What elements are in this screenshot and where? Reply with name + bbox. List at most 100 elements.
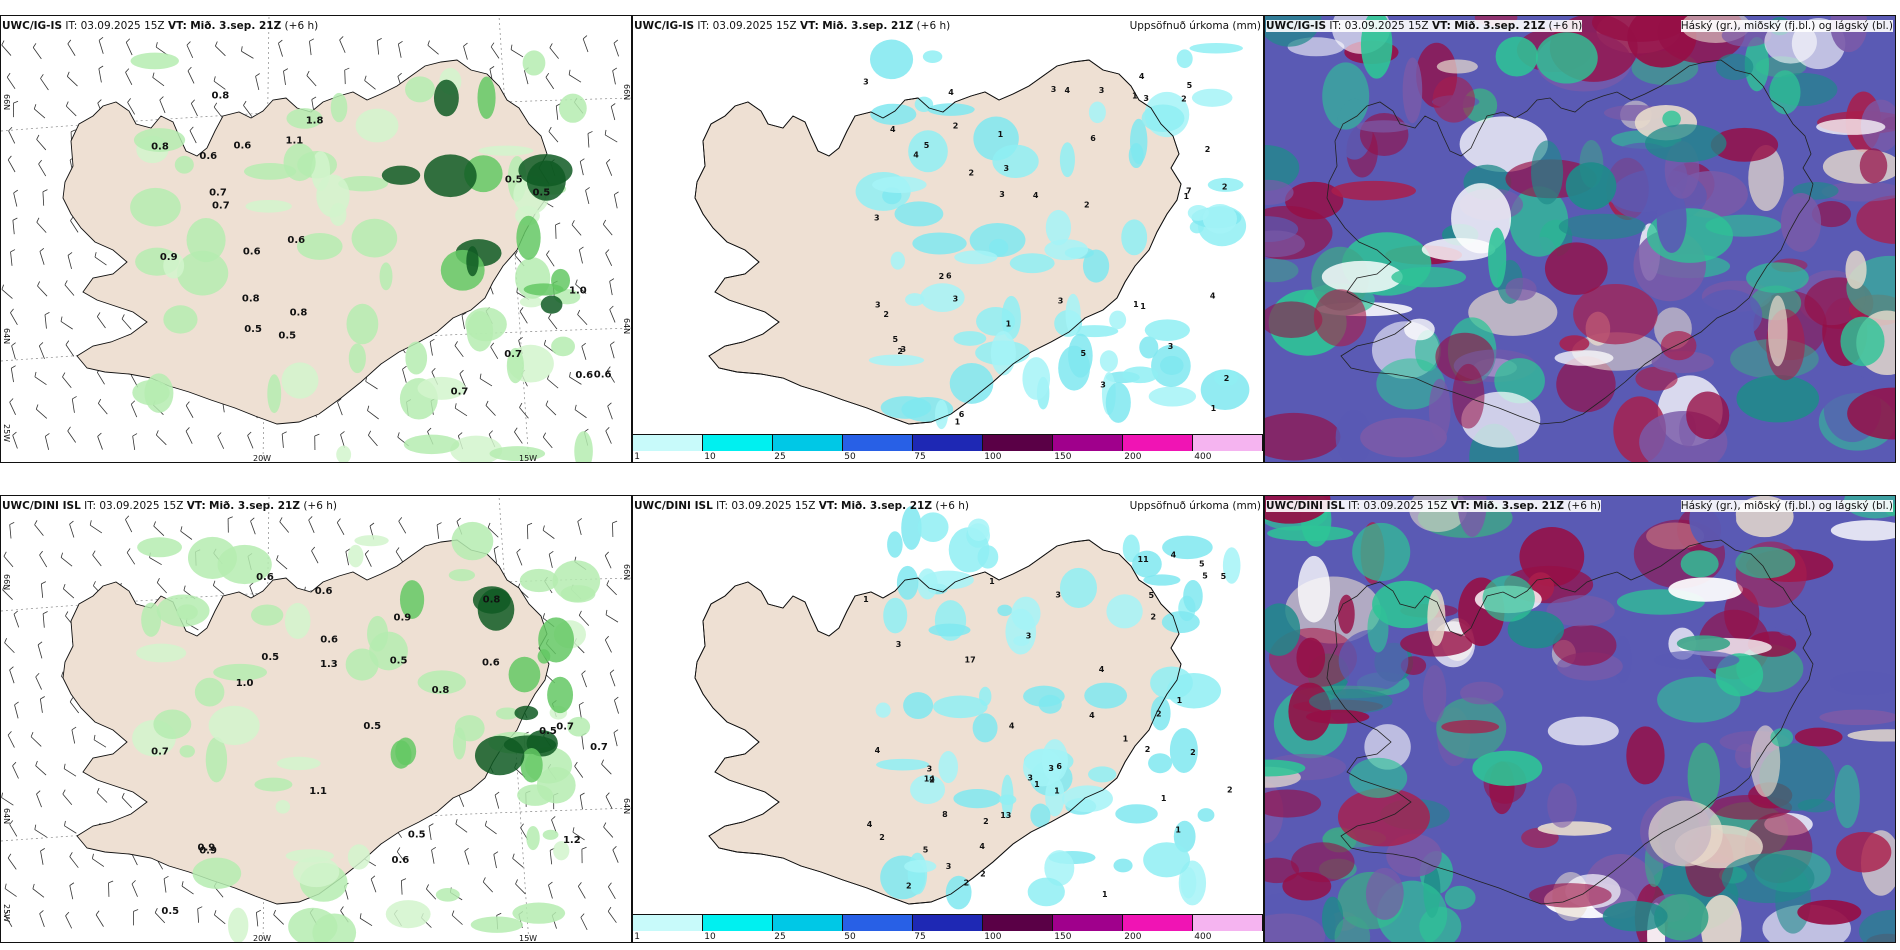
value-label: 1.1	[285, 135, 303, 146]
lon-label-15w: 15W	[519, 934, 538, 943]
value-label: 1.1	[309, 786, 327, 797]
lat-label-66-right: 66N	[622, 84, 631, 101]
panel-title: UWC/IG-IS IT: 03.09.2025 15Z VT: Mið. 3.…	[634, 20, 951, 32]
value-label: 2	[1224, 374, 1230, 383]
value-label: 17	[965, 655, 976, 664]
colorbar-label: 50	[844, 452, 856, 462]
precip-label: Uppsöfnuð úrkoma (mm)	[1129, 500, 1261, 512]
lat-label-66-right: 66N	[622, 564, 631, 581]
lat-label-25w: 25W	[2, 424, 11, 443]
value-label: 2	[939, 272, 945, 281]
colorbar-label: 400	[1194, 452, 1212, 462]
value-label: 0.6	[287, 235, 305, 246]
value-label: 2	[1151, 612, 1157, 621]
value-label: 1	[1132, 92, 1138, 101]
colorbar-label: 200	[1124, 452, 1142, 462]
value-label: 5	[1080, 349, 1086, 358]
value-label: 3	[953, 295, 959, 304]
value-label: 2	[879, 833, 885, 842]
iceland-outline	[1326, 59, 1814, 425]
value-label: 6	[1056, 762, 1062, 771]
lat-label-64: 64N	[2, 808, 11, 825]
colorbar-label: 1	[634, 932, 640, 942]
value-label: 3	[875, 300, 881, 309]
value-label: 1	[1054, 786, 1060, 795]
iceland-outline	[694, 59, 1182, 425]
value-label: 5	[1149, 591, 1155, 600]
value-label: 0.9	[198, 843, 216, 854]
value-label: 0.5	[261, 652, 279, 663]
value-label: 0.5	[161, 906, 179, 917]
colorbar-segment	[633, 435, 703, 451]
cloud-label: Háský (gr.), miðský (fj.bl.) og lágský (…	[1680, 500, 1893, 512]
panel-title: UWC/DINI ISL IT: 03.09.2025 15Z VT: Mið.…	[634, 500, 969, 512]
colorbar: 1 10 25 50 75 100 150 200 400	[633, 914, 1263, 942]
value-label: 3	[863, 77, 869, 86]
iceland-outline	[694, 539, 1182, 905]
colorbar-segment	[1053, 915, 1123, 931]
colorbar-segment	[772, 435, 843, 451]
value-label: 0.5	[244, 324, 262, 335]
value-label: 3	[999, 190, 1005, 199]
value-label: 0.7	[556, 722, 574, 733]
value-label: 4	[867, 820, 873, 829]
colorbar-segment	[983, 915, 1053, 931]
colorbar-label: 1	[634, 452, 640, 462]
value-label: 0.6	[594, 370, 612, 381]
value-label: 2	[1181, 95, 1187, 104]
value-label: 1.0	[236, 678, 254, 689]
panel-igis-precip: UWC/IG-IS IT: 03.09.2025 15Z VT: Mið. 3.…	[632, 15, 1264, 463]
value-label: 5	[924, 141, 930, 150]
value-label: 5	[1202, 571, 1208, 580]
value-label: 0.5	[539, 726, 557, 737]
panel-dini-precip: UWC/DINI ISL IT: 03.09.2025 15Z VT: Mið.…	[632, 495, 1264, 943]
value-label: 3	[946, 862, 952, 871]
value-label: 1	[1184, 192, 1190, 201]
lat-label-66: 66N	[2, 94, 11, 111]
value-label: 0.7	[212, 200, 230, 211]
value-label: 2	[1227, 785, 1233, 794]
value-label: 0.6	[482, 658, 500, 669]
value-label: 0.9	[160, 252, 178, 263]
value-label: 2	[906, 881, 912, 890]
colorbar-segment	[912, 915, 983, 931]
value-label: 3	[896, 640, 902, 649]
precip-light-areas	[130, 50, 593, 462]
value-label: 0.7	[209, 188, 227, 199]
colorbar-label: 400	[1194, 932, 1212, 942]
value-label: 0.5	[363, 721, 381, 732]
value-label: 4	[1139, 72, 1145, 81]
value-label: 0.6	[199, 151, 217, 162]
colorbar-segment	[772, 915, 843, 931]
value-label: 3	[1027, 773, 1033, 782]
value-label: 2	[1145, 745, 1151, 754]
precip-label: Uppsöfnuð úrkoma (mm)	[1129, 20, 1261, 32]
panel-dini-clouds: UWC/DINI ISL IT: 03.09.2025 15Z VT: Mið.…	[1264, 495, 1896, 943]
colorbar-label: 75	[914, 452, 926, 462]
precip-values: 0.70.60.60.70.50.90.70.51.00.90.60.80.90…	[151, 572, 608, 917]
colorbar-label: 50	[844, 932, 856, 942]
value-label: 3	[874, 214, 880, 223]
value-label: 1	[863, 595, 869, 604]
wind-map: 0.70.60.60.70.50.90.70.51.00.90.60.80.90…	[1, 496, 631, 942]
panel-dini-wind: UWC/DINI ISL IT: 03.09.2025 15Z VT: Mið.…	[0, 495, 632, 943]
lon-label-15w: 15W	[519, 454, 538, 463]
colorbar-segment	[1123, 915, 1193, 931]
value-label: 1	[1034, 780, 1040, 789]
panel-title: UWC/DINI ISL IT: 03.09.2025 15Z VT: Mið.…	[1266, 500, 1601, 512]
value-label: 3	[927, 765, 933, 774]
value-label: 2	[1222, 183, 1228, 192]
value-label: 4	[1033, 191, 1039, 200]
colorbar-segment	[1123, 435, 1193, 451]
colorbar: 1 10 25 50 75 100 150 200 400	[633, 434, 1263, 462]
value-label: 0.5	[408, 830, 426, 841]
colorbar-segment	[1053, 435, 1123, 451]
value-label: 13	[1000, 811, 1011, 820]
colorbar-label: 75	[914, 932, 926, 942]
lat-label-25w: 25W	[2, 904, 11, 923]
lon-label-20w: 20W	[253, 934, 272, 943]
value-label: 4	[890, 125, 896, 134]
colorbar-segment	[1192, 915, 1263, 931]
